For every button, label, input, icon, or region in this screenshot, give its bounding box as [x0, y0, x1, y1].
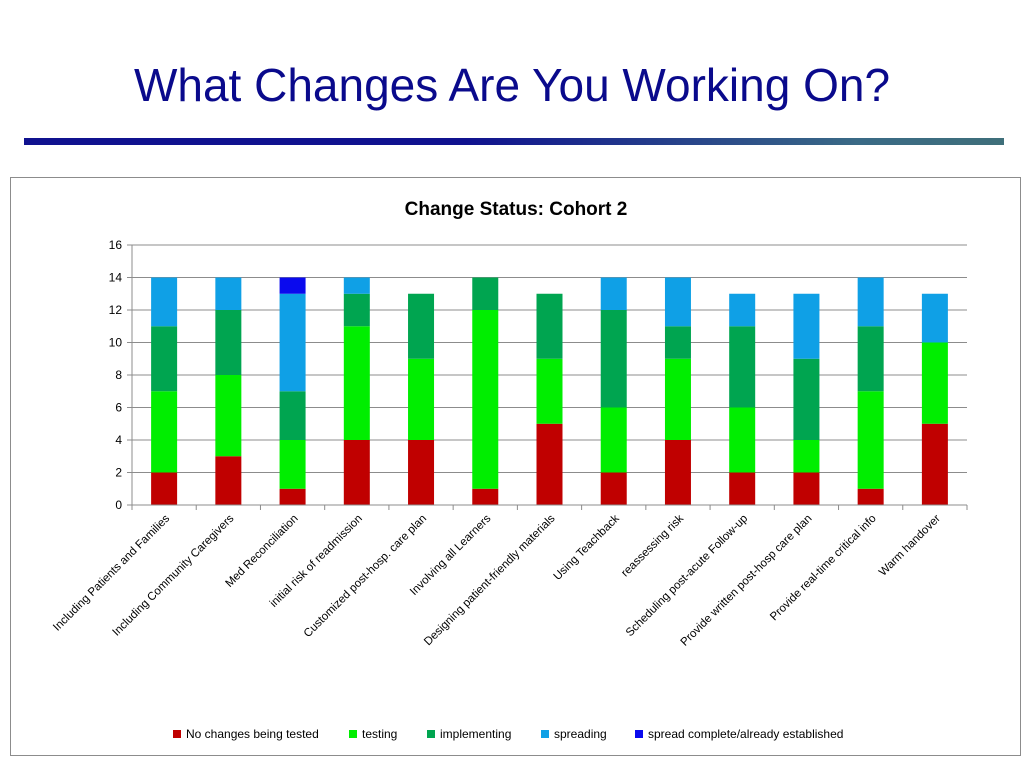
x-tick-label: Med Reconciliation	[224, 513, 301, 590]
legend-item: spreading	[541, 727, 607, 741]
bar-segment-implementing	[472, 277, 499, 310]
y-tick-label: 6	[115, 401, 122, 415]
bar-segment-no-changes-being-tested	[729, 472, 756, 505]
x-tick-label: Scheduling post-acute Follow-up	[624, 513, 750, 639]
slide-title: What Changes Are You Working On?	[133, 59, 891, 111]
bar-segment-spreading	[600, 277, 627, 310]
x-tick-label: reassessing risk	[619, 512, 686, 579]
bar-segment-spreading	[857, 277, 884, 327]
bar-segment-implementing	[536, 293, 563, 359]
bar-segment-testing	[793, 440, 820, 473]
bar-segment-testing	[921, 342, 948, 424]
bar-segment-spreading	[279, 293, 306, 392]
bar-segment-implementing	[857, 326, 884, 392]
bar-segment-implementing	[664, 326, 691, 359]
legend-swatch	[349, 729, 357, 738]
x-tick-label: Using Teachback	[552, 512, 622, 582]
bar-segment-testing	[151, 391, 178, 473]
legend-label: spread complete/already established	[648, 727, 844, 741]
y-tick-label: 8	[115, 368, 122, 382]
title-divider	[24, 138, 1004, 145]
bar-segment-spreading	[921, 293, 948, 343]
bar-segment-no-changes-being-tested	[279, 488, 306, 505]
bar-segment-testing	[536, 358, 563, 424]
x-tick-label: Including Patients and Families	[51, 512, 172, 633]
y-tick-labels: 0 2 4 6 8 10 12 14 16	[109, 238, 132, 512]
y-tick-label: 16	[109, 238, 123, 252]
bar-segment-testing	[408, 358, 435, 440]
legend-label: implementing	[440, 727, 512, 741]
legend: No changes being tested testing implementi…	[0, 727, 1024, 745]
legend-swatch	[173, 729, 181, 738]
bar-segment-no-changes-being-tested	[408, 440, 435, 505]
bar-segment-spreading	[729, 293, 756, 327]
legend-item: testing	[349, 727, 397, 741]
bar-segment-no-changes-being-tested	[664, 440, 691, 505]
y-tick-label: 0	[115, 498, 122, 512]
bar-segment-implementing	[600, 310, 627, 408]
y-tick-label: 14	[109, 271, 123, 285]
x-tick-label: Warm handover	[877, 513, 943, 579]
bar-segment-testing	[279, 440, 306, 489]
legend-swatch	[541, 729, 549, 738]
bar-segment-no-changes-being-tested	[215, 456, 242, 505]
bar-segment-no-changes-being-tested	[921, 423, 948, 505]
legend-label: testing	[362, 727, 398, 741]
bar-segment-spreading	[793, 293, 820, 359]
bar-segment-implementing	[151, 326, 178, 392]
bar-segment-testing	[857, 391, 884, 489]
bar-segment-implementing	[279, 391, 306, 440]
chart-title: Change Status: Cohort 2	[405, 199, 628, 220]
bar-segment-implementing	[215, 310, 242, 375]
y-tick-label: 10	[109, 336, 123, 350]
x-tick-label: Customized post-hosp. care plan	[302, 513, 429, 640]
bar-segment-testing	[343, 326, 370, 440]
y-tick-label: 2	[115, 466, 122, 480]
legend-label: No changes being tested	[186, 727, 319, 741]
bar-segment-testing	[600, 407, 627, 473]
x-tick-label: Including Community Caregivers	[110, 512, 236, 638]
bar-segment-spreading	[151, 277, 178, 327]
bar-segment-spreading	[215, 277, 242, 310]
bar-segment-implementing	[793, 358, 820, 440]
legend-swatch	[635, 729, 643, 738]
chart-frame	[10, 177, 1021, 756]
bar-segment-spreading	[343, 277, 370, 294]
legend-item: implementing	[427, 727, 511, 741]
bar-segment-testing	[472, 310, 499, 489]
x-tick-labels: Including Patients and FamiliesIncluding…	[51, 512, 943, 648]
bar-segment-no-changes-being-tested	[343, 440, 370, 505]
bar-segment-spreading	[664, 277, 691, 327]
bar-segment-no-changes-being-tested	[793, 472, 820, 505]
bar-segment-implementing	[408, 293, 435, 359]
legend-swatch	[427, 729, 435, 738]
legend-item: No changes being tested	[173, 727, 319, 741]
x-tick-label: Provide real-time critical info	[768, 513, 879, 624]
bars	[151, 277, 948, 505]
bar-segment-implementing	[729, 326, 756, 408]
y-tick-label: 12	[109, 303, 123, 317]
legend-label: spreading	[554, 727, 607, 741]
bar-segment-no-changes-being-tested	[536, 423, 563, 505]
bar-segment-no-changes-being-tested	[600, 472, 627, 505]
y-tick-label: 4	[115, 433, 122, 447]
x-tick-label: Provide written post-hosp care plan	[679, 513, 815, 649]
x-tick-label: Designing patient-friendly materials	[422, 512, 558, 648]
bar-segment-no-changes-being-tested	[472, 488, 499, 505]
bar-segment-testing	[729, 407, 756, 473]
legend-item: spread complete/already established	[635, 727, 843, 741]
bar-segment-spread-complete-already-established	[279, 277, 306, 294]
bar-segment-implementing	[343, 293, 370, 327]
bar-segment-testing	[215, 375, 242, 457]
bar-segment-testing	[664, 358, 691, 440]
bar-segment-no-changes-being-tested	[857, 488, 884, 505]
bar-segment-no-changes-being-tested	[151, 472, 178, 505]
